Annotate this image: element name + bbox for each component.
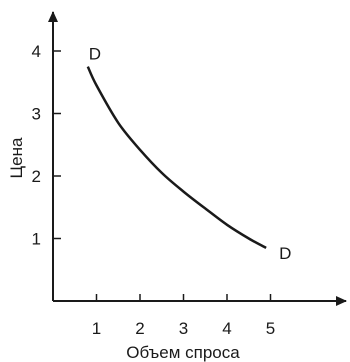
curve-label-end: D [279,244,291,263]
y-tick-label: 2 [32,167,41,186]
y-tick-label: 4 [32,42,41,61]
x-ticks: 1 2 3 4 5 [92,294,275,338]
x-tick-label: 3 [179,319,188,338]
x-tick-label: 1 [92,319,101,338]
x-axis-label: Объем спроса [126,343,240,362]
y-tick-label: 1 [32,230,41,249]
x-tick-label: 5 [266,319,275,338]
y-axis-label: Цена [7,137,26,178]
y-ticks: 1 2 3 4 [32,42,61,249]
demand-curve [86,66,267,249]
y-tick-label: 3 [32,105,41,124]
x-tick-label: 2 [135,319,144,338]
curve-label-start: D [89,45,101,64]
x-tick-label: 4 [222,319,231,338]
